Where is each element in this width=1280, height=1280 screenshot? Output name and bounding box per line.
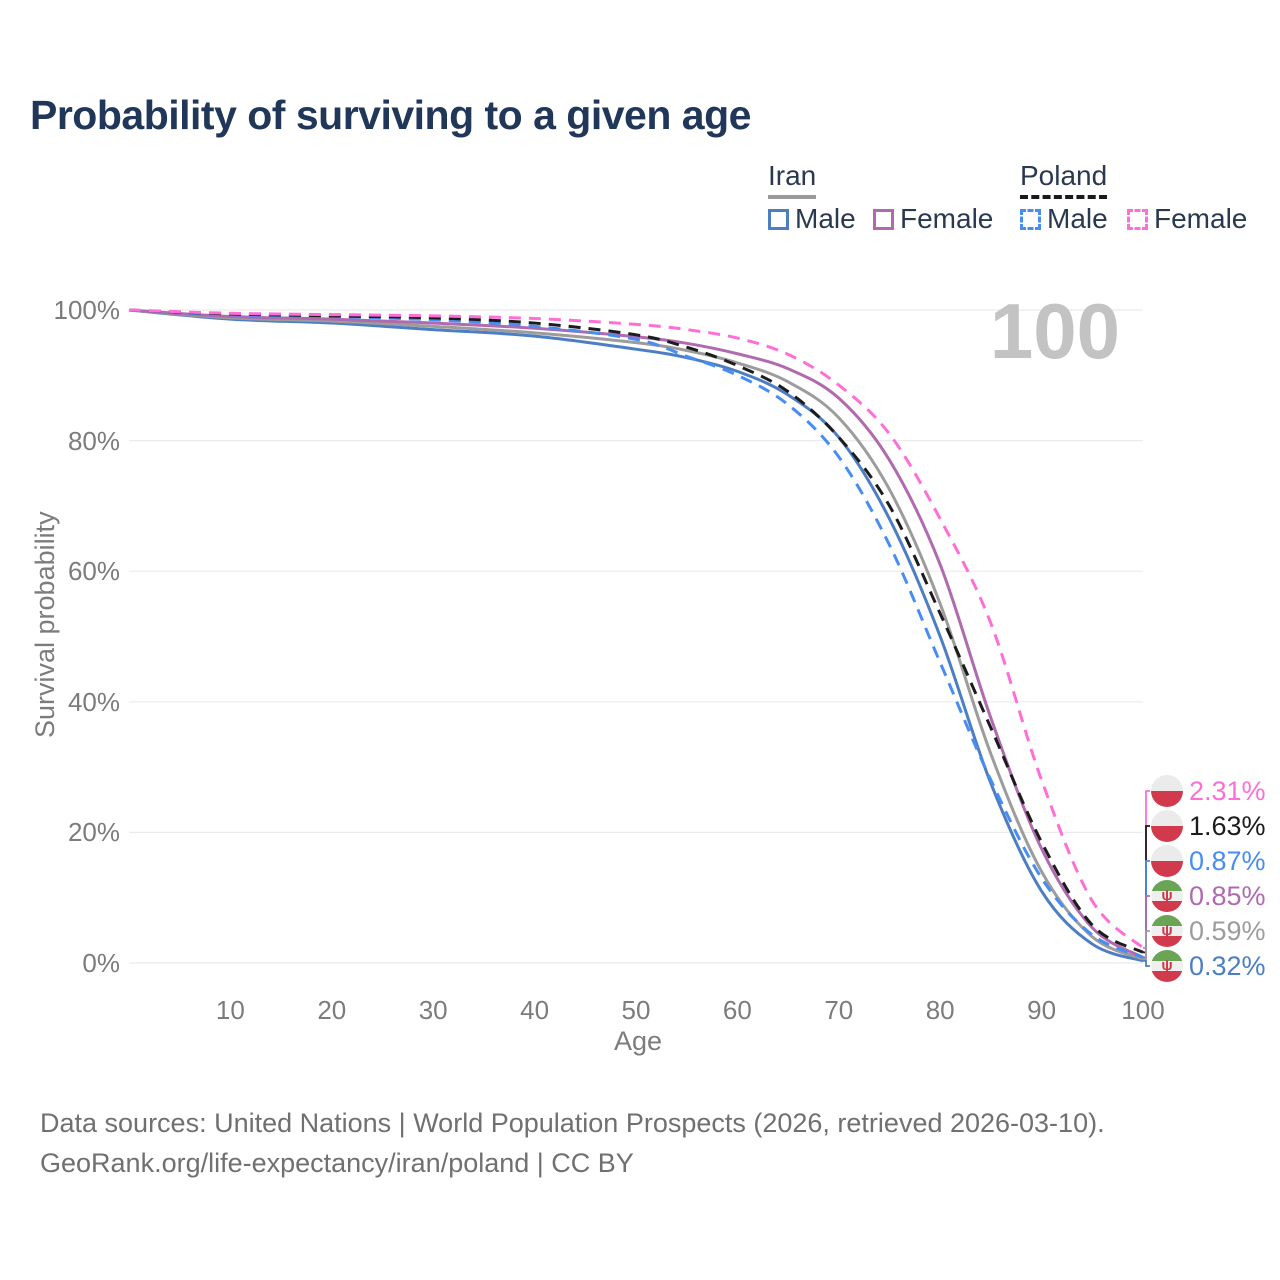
legend-swatch-poland-male-icon	[1020, 208, 1041, 230]
legend-item-iran-female[interactable]: Female	[873, 203, 993, 235]
x-tick-label: 10	[215, 995, 245, 1025]
legend-label-poland-male: Male	[1047, 203, 1108, 234]
series-line-iran-male	[128, 308, 1144, 963]
x-tick-label: 100	[1121, 995, 1165, 1025]
legend-label-poland-female: Female	[1154, 203, 1248, 234]
end-label-iran-both: ψ 0.59%	[1151, 915, 1266, 947]
end-label-value: 1.63%	[1189, 810, 1266, 841]
end-label-poland-both: 1.63%	[1151, 810, 1266, 842]
legend-item-poland-male[interactable]: Male	[1020, 203, 1108, 235]
poland-flag-icon	[1151, 845, 1183, 877]
legend-item-iran-male[interactable]: Male	[768, 203, 856, 235]
x-axis-title: Age	[613, 1026, 663, 1056]
end-label-value: 0.85%	[1189, 880, 1266, 911]
x-tick-label: 40	[520, 995, 550, 1025]
iran-emblem-icon: ψ	[1161, 956, 1173, 974]
series-line-iran-female	[128, 308, 1144, 959]
x-tick-label: 80	[925, 995, 955, 1025]
iran-flag-icon: ψ	[1151, 915, 1183, 947]
y-tick-label: 20%	[67, 817, 120, 848]
legend-swatch-poland-female-icon	[1127, 208, 1148, 230]
x-tick-label: 60	[722, 995, 752, 1025]
iran-flag-icon: ψ	[1151, 950, 1183, 982]
end-label-connector	[1143, 895, 1150, 959]
footer-data-sources: Data sources: United Nations | World Pop…	[40, 1108, 1105, 1138]
series-line-poland-female	[128, 308, 1145, 950]
end-label-iran-male: ψ 0.32%	[1151, 950, 1266, 982]
y-tick-label: 60%	[67, 556, 120, 587]
legend-swatch-iran-male-icon	[768, 208, 789, 230]
end-label-value: 0.87%	[1189, 845, 1266, 876]
legend-label-iran-male: Male	[795, 203, 856, 234]
end-label-value: 0.32%	[1189, 950, 1266, 981]
legend-group-iran: Iran	[768, 160, 817, 199]
legend-group-poland: Poland	[1020, 160, 1108, 199]
legend-swatch-iran-female-icon	[873, 208, 894, 230]
end-label-value: 2.31%	[1189, 775, 1266, 806]
x-tick-label: 50	[621, 995, 651, 1025]
x-tick-label: 30	[418, 995, 448, 1025]
end-label-connector	[1143, 930, 1150, 961]
poland-flag-icon	[1151, 775, 1183, 807]
end-label-connector	[1143, 960, 1150, 967]
age-counter-watermark: 100	[989, 287, 1120, 375]
iran-emblem-icon: ψ	[1161, 886, 1173, 904]
series-line-poland-both	[128, 308, 1144, 954]
footer-attribution: GeoRank.org/life-expectancy/iran/poland …	[40, 1148, 634, 1178]
iran-emblem-icon: ψ	[1161, 921, 1173, 939]
series-line-iran-both	[128, 308, 1144, 961]
x-tick-label: 70	[824, 995, 854, 1025]
series-line-poland-male	[128, 308, 1144, 959]
y-tick-label: 0%	[82, 948, 120, 978]
y-tick-label: 80%	[67, 425, 120, 456]
x-tick-label: 90	[1027, 995, 1057, 1025]
page-title: Probability of surviving to a given age	[30, 92, 751, 138]
end-label-poland-male: 0.87%	[1151, 845, 1266, 877]
y-tick-label: 100%	[53, 295, 121, 325]
iran-flag-icon: ψ	[1151, 880, 1183, 912]
end-label-iran-female: ψ 0.85%	[1151, 880, 1266, 912]
legend-item-poland-female[interactable]: Female	[1127, 203, 1247, 235]
end-label-poland-female: 2.31%	[1151, 775, 1266, 807]
x-tick-label: 20	[317, 995, 347, 1025]
poland-flag-icon	[1151, 810, 1183, 842]
legend-label-iran-female: Female	[900, 203, 994, 234]
y-tick-label: 40%	[67, 686, 120, 717]
end-label-value: 0.59%	[1189, 915, 1266, 946]
